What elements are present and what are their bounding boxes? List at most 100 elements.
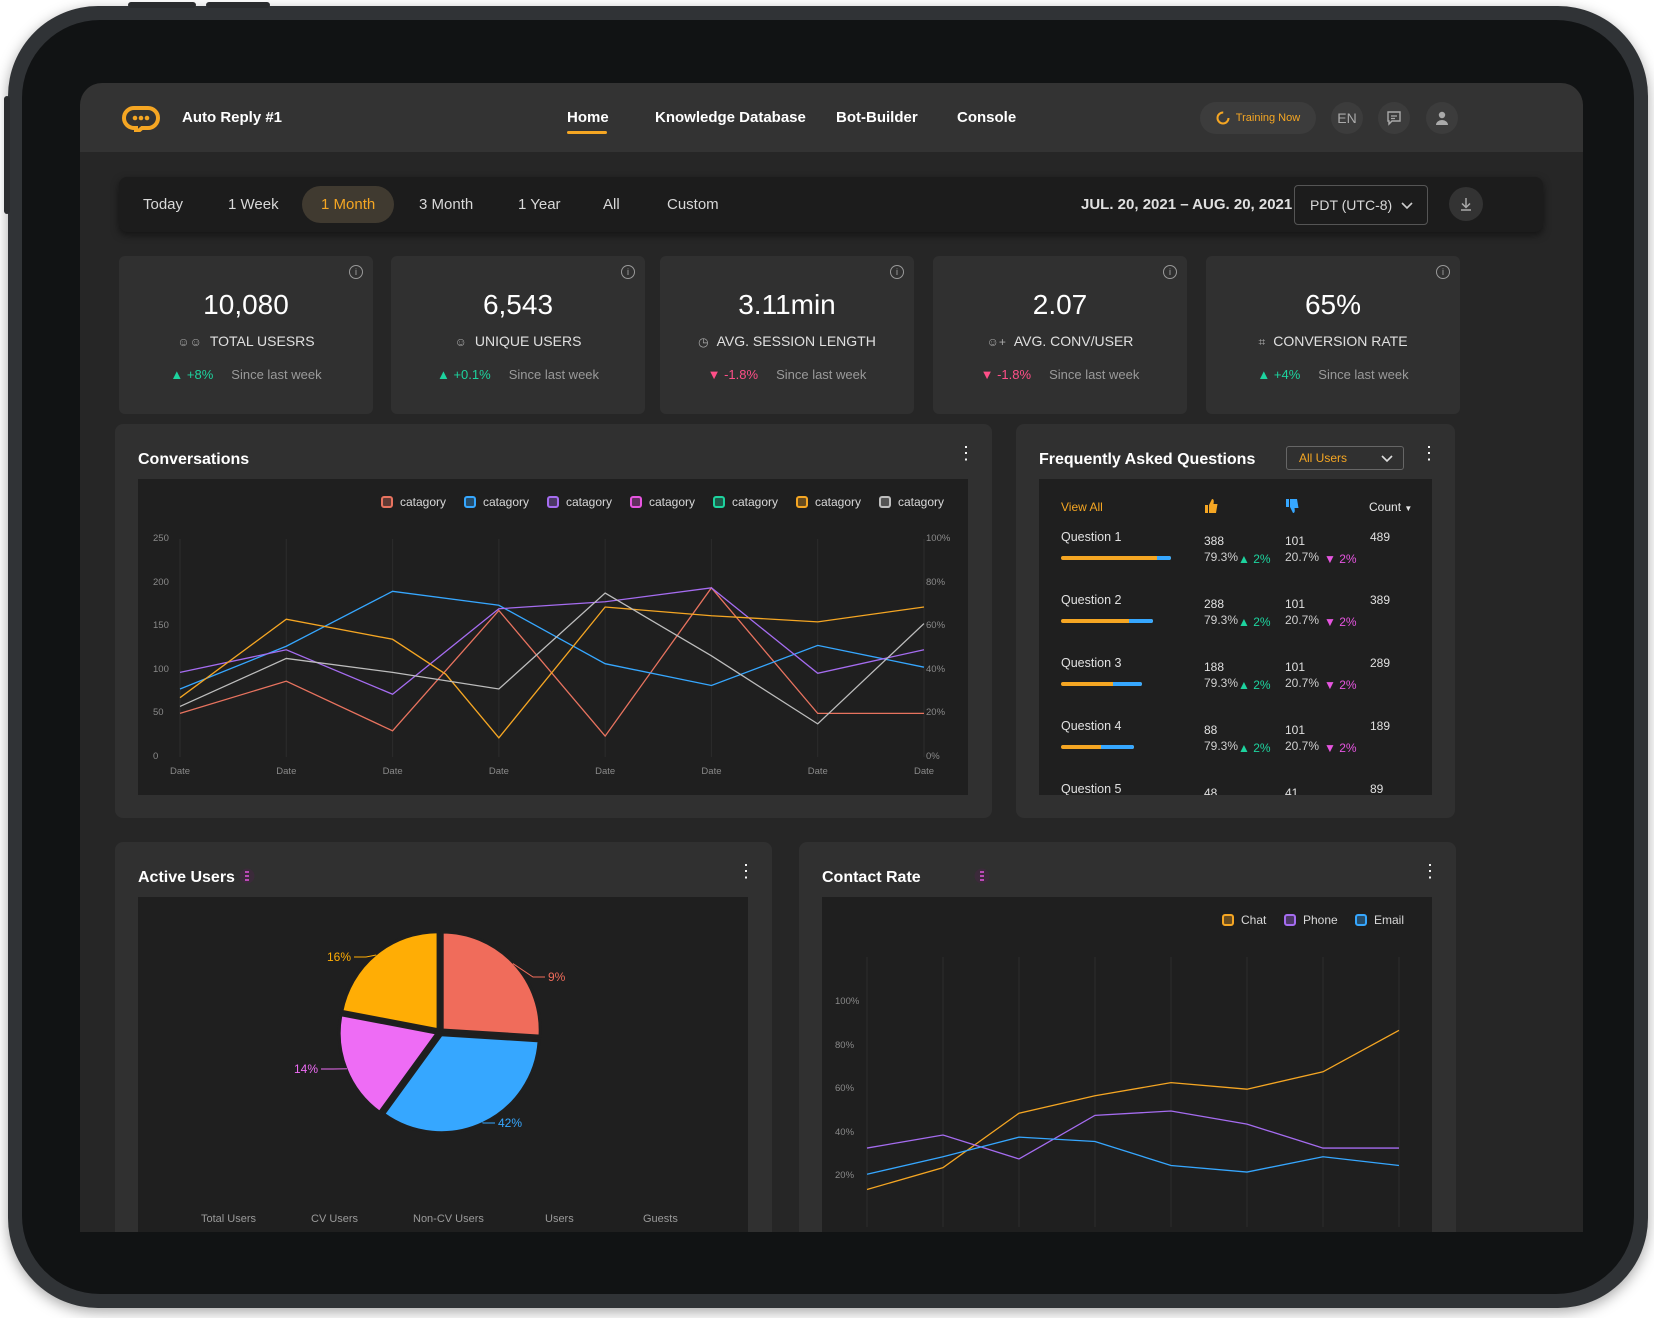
y-axis-tick-label: 0 <box>153 751 159 762</box>
thumbs-up-icon[interactable] <box>1203 498 1219 514</box>
faq-question: Question 3 <box>1061 656 1122 670</box>
info-icon[interactable]: i <box>890 265 904 279</box>
nav-console[interactable]: Console <box>957 109 1017 126</box>
kpi-change-value: +0.1% <box>453 367 491 382</box>
y-axis-tick-label: 80% <box>835 1039 855 1051</box>
kpi-change: ▲ +0.1% Since last week <box>391 367 645 382</box>
legend-swatch <box>1284 914 1296 926</box>
chat-icon <box>1387 111 1401 126</box>
active-users-panel: Active Users ⋮ 9% 42% 14% 16% Total Users CV… <box>115 842 772 1232</box>
trend-down-icon: ▼ <box>980 367 994 382</box>
count-sort-header[interactable]: Count ▼ <box>1369 500 1412 514</box>
faq-question: Question 2 <box>1061 593 1122 607</box>
pie-leader-line <box>482 1122 495 1124</box>
thumbs-down-icon[interactable] <box>1284 498 1300 514</box>
active-users-pie-chart: 9% 42% 14% 16% <box>294 930 566 1135</box>
info-icon[interactable]: i <box>1163 265 1177 279</box>
chevron-down-icon <box>1401 202 1413 210</box>
legend-item: catagory <box>464 495 529 509</box>
device-top-button-2 <box>206 2 270 8</box>
more-options-icon[interactable]: ⋮ <box>957 443 975 463</box>
filter-icon[interactable] <box>974 868 990 884</box>
pie-category-label: Guests <box>643 1213 678 1225</box>
range-all[interactable]: All <box>603 196 620 213</box>
legend-label: catagory <box>566 495 613 509</box>
legend-item: catagory <box>879 495 944 509</box>
more-options-icon[interactable]: ⋮ <box>1421 861 1439 881</box>
language-button[interactable]: EN <box>1331 102 1363 134</box>
app-title: Auto Reply #1 <box>182 109 283 126</box>
series-line <box>179 592 925 725</box>
faq-panel: Frequently Asked Questions All Users ⋮ V… <box>1016 424 1455 818</box>
range-1-month[interactable]: 1 Month <box>302 186 395 223</box>
device-side-button <box>4 96 10 214</box>
info-icon[interactable]: i <box>621 265 635 279</box>
nav-knowledge-database[interactable]: Knowledge Database <box>655 109 806 126</box>
y-axis-tick-label: 200 <box>153 576 169 588</box>
messages-button[interactable] <box>1378 102 1410 134</box>
faq-row: Question 5 48 41 89 <box>1039 782 1432 795</box>
legend-item: Phone <box>1284 913 1338 927</box>
user-filter-value: All Users <box>1299 451 1348 465</box>
like-percent: 79.3% <box>1204 613 1239 627</box>
y-axis-tick-label: 40% <box>835 1126 855 1138</box>
faq-dislike-portion <box>1113 682 1143 686</box>
legend-label: catagory <box>898 495 945 509</box>
nav-home[interactable]: Home <box>567 109 609 126</box>
range-1-year[interactable]: 1 Year <box>518 196 561 213</box>
kpi-label: ⌗ CONVERSION RATE <box>1206 333 1460 350</box>
range-1-week[interactable]: 1 Week <box>228 196 279 213</box>
trend-up-icon: ▲ <box>170 367 184 382</box>
users-icon: ☺☺ <box>177 335 202 349</box>
more-options-icon[interactable]: ⋮ <box>737 861 755 881</box>
more-options-icon[interactable]: ⋮ <box>1420 443 1438 463</box>
legend-swatch <box>796 496 808 508</box>
info-icon[interactable]: i <box>349 265 363 279</box>
dislike-count: 101 <box>1285 534 1306 548</box>
dislike-change: ▼ 2% <box>1324 678 1357 692</box>
dislike-change: ▼ 2% <box>1324 552 1357 566</box>
top-navigation-bar: Auto Reply #1 Home Knowledge Database Bo… <box>80 83 1583 152</box>
legend-label: catagory <box>400 495 447 509</box>
kpi-label: ☺ UNIQUE USERS <box>391 333 645 349</box>
range-today[interactable]: Today <box>143 196 184 213</box>
range-custom[interactable]: Custom <box>667 196 719 213</box>
download-button[interactable] <box>1449 187 1483 221</box>
nav-bot-builder[interactable]: Bot-Builder <box>836 109 918 126</box>
timezone-select[interactable]: PDT (UTC-8) <box>1294 185 1428 225</box>
legend-label: Chat <box>1241 913 1267 927</box>
y2-axis-tick-label: 0% <box>926 751 940 762</box>
date-filter-bar: Today 1 Week 1 Month 3 Month 1 Year All … <box>119 177 1543 232</box>
dislike-percent: 20.7% <box>1285 613 1320 627</box>
trend-down-icon: ▼ <box>707 367 721 382</box>
question-count: 489 <box>1370 530 1391 544</box>
kpi-card-avg-conv-user: i 2.07 ☺+ AVG. CONV/USER ▼ -1.8% Since las… <box>933 256 1187 414</box>
range-3-month[interactable]: 3 Month <box>419 196 474 213</box>
loading-spinner-icon <box>1216 111 1230 125</box>
filter-icon[interactable] <box>239 868 255 884</box>
conversations-line-chart <box>179 539 925 757</box>
profile-button[interactable] <box>1426 102 1458 134</box>
question-count: 289 <box>1370 656 1391 670</box>
kpi-since: Since last week <box>231 367 322 382</box>
clock-icon: ◷ <box>698 335 709 349</box>
kpi-value: 10,080 <box>203 289 289 320</box>
series-line <box>866 1029 1400 1191</box>
pie-category-label: Total Users <box>201 1213 257 1225</box>
legend-item: catagory <box>630 495 695 509</box>
training-now-button[interactable]: Training Now <box>1200 102 1316 134</box>
contact-rate-title: Contact Rate <box>822 869 921 886</box>
legend-label: Email <box>1374 913 1405 927</box>
y-axis-tick-label: 60% <box>835 1083 855 1095</box>
kpi-value: 65% <box>1304 289 1362 320</box>
kpi-card-total-users: i 10,080 ☺☺ TOTAL USESRS ▲ +8% Since last … <box>119 256 373 414</box>
view-all-link[interactable]: View All <box>1061 500 1103 514</box>
legend-label: catagory <box>483 495 530 509</box>
info-icon[interactable]: i <box>1436 265 1450 279</box>
active-users-chart-area: 9% 42% 14% 16% Total Users CV Users Non-CV Us… <box>138 897 748 1232</box>
question-count: 89 <box>1370 782 1384 795</box>
legend-swatch <box>713 496 725 508</box>
kpi-card-session-length: i 3.11min ◷ AVG. SESSION LENGTH ▼ -1.8% Si… <box>660 256 914 414</box>
kpi-label-text: TOTAL USESRS <box>209 333 315 349</box>
user-filter-select[interactable]: All Users <box>1286 446 1404 470</box>
